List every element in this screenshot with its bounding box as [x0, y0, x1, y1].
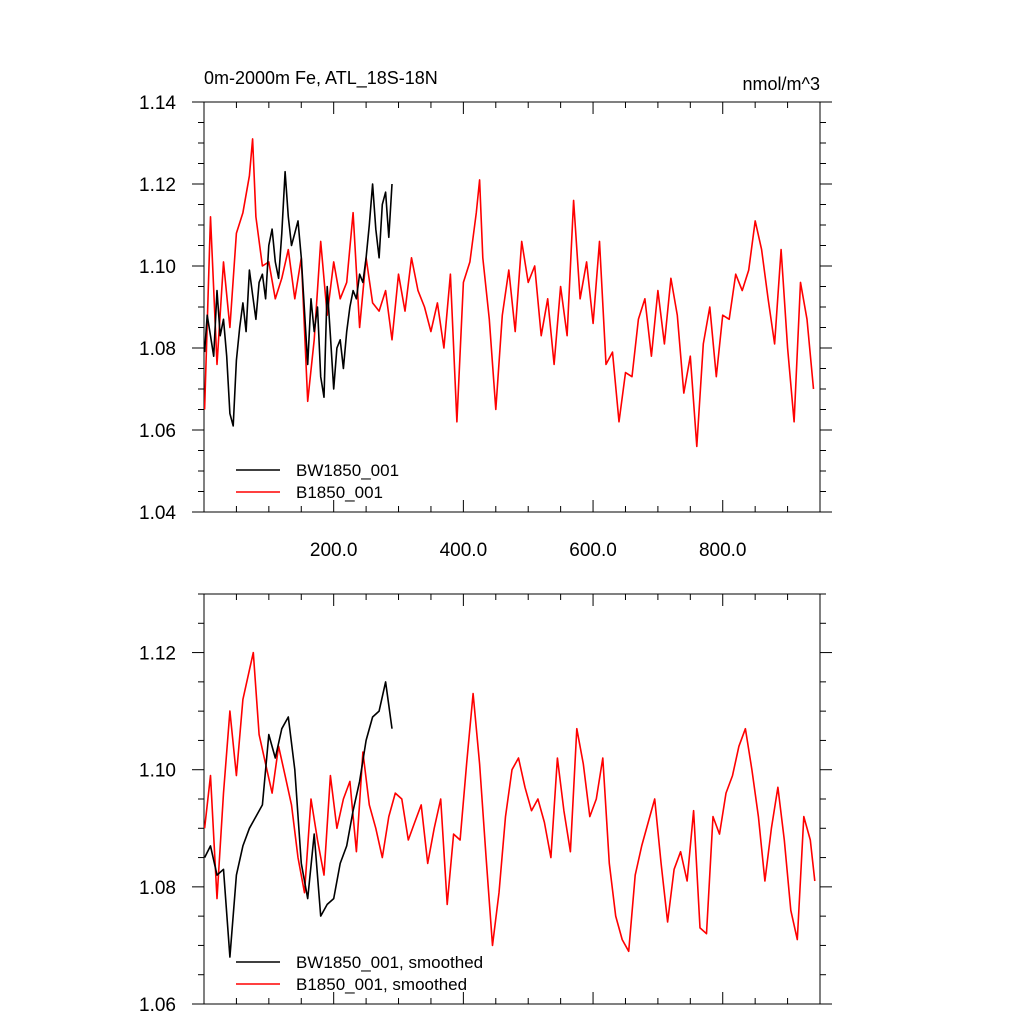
top-panel: 0m-2000m Fe, ATL_18S-18N nmol/m^3 200.0 4… — [139, 68, 832, 561]
legend-label: B1850_001, smoothed — [296, 975, 467, 994]
legend-label: BW1850_001 — [296, 461, 399, 480]
y-tick-label: 1.12 — [139, 644, 176, 665]
y-tick-label: 1.08 — [139, 339, 176, 360]
legend-label: B1850_001 — [296, 483, 383, 502]
x-tick-label: 800.0 — [699, 540, 747, 561]
series-line-bw1850-001 — [204, 170, 393, 427]
y-tick-label: 1.06 — [139, 421, 176, 442]
legend-label: BW1850_001, smoothed — [296, 953, 483, 972]
series-line-b1850-001 — [204, 138, 815, 448]
chart-title: 0m-2000m Fe, ATL_18S-18N — [204, 68, 438, 89]
bottom-panel: 1.06 1.08 1.10 1.12 BW1850_001, smoothed B185… — [139, 593, 832, 1016]
y-tick-label: 1.10 — [139, 761, 176, 782]
x-tick-label: 200.0 — [310, 540, 358, 561]
y-tick-label: 1.04 — [139, 503, 176, 524]
y-tick-label: 1.10 — [139, 257, 176, 278]
chart-units: nmol/m^3 — [743, 74, 820, 94]
y-tick-label: 1.12 — [139, 175, 176, 196]
x-tick-label: 600.0 — [569, 540, 617, 561]
y-tick-label: 1.14 — [139, 93, 176, 114]
series-line-bw1850-001-smoothed — [204, 681, 393, 958]
y-tick-label: 1.06 — [139, 995, 176, 1016]
x-tick-label: 400.0 — [440, 540, 488, 561]
series-line-b1850-001-smoothed — [204, 651, 816, 953]
y-tick-label: 1.08 — [139, 878, 176, 899]
